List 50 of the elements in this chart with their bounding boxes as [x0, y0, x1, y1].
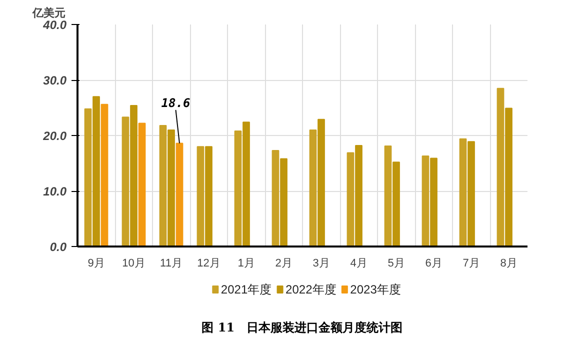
- x-tick-label: 7月: [462, 258, 480, 270]
- x-tick-label: 10月: [122, 258, 146, 270]
- bar: [100, 104, 108, 246]
- legend-label: 2022年度: [286, 282, 336, 296]
- y-tick-label: 10.0: [43, 184, 67, 198]
- bar: [242, 122, 250, 246]
- y-tick-label: 30.0: [43, 74, 67, 88]
- bar: [346, 152, 354, 246]
- annotation: 18.6: [161, 96, 190, 110]
- bar: [138, 122, 146, 246]
- bar: [272, 150, 280, 246]
- bar: [384, 146, 392, 246]
- bar: [468, 141, 475, 246]
- bar: [168, 129, 175, 246]
- bar: [422, 156, 430, 246]
- bar: [176, 142, 184, 246]
- x-tick-label: 5月: [388, 258, 405, 270]
- bar: [122, 116, 130, 246]
- bar: [496, 88, 504, 246]
- bar: [459, 138, 467, 246]
- bar: [309, 129, 317, 246]
- x-tick-label: 8月: [500, 258, 518, 270]
- bar: [430, 158, 438, 246]
- bar: [392, 162, 400, 246]
- x-tick-label: 3月: [312, 258, 330, 270]
- bar: [234, 130, 242, 246]
- bar: [205, 146, 212, 246]
- bar: [280, 158, 288, 246]
- bar: [355, 144, 362, 246]
- bar: [318, 118, 325, 246]
- bar: [196, 146, 204, 246]
- y-axis-title: 亿美元: [32, 6, 66, 20]
- x-tick-label: 2月: [275, 258, 292, 270]
- text: 图 11 日本服装进口金额月度统计图: [202, 320, 403, 334]
- x-tick-label: 12月: [197, 258, 220, 270]
- bar: [92, 96, 100, 246]
- y-tick-label: 0.0: [50, 240, 67, 254]
- x-tick-label: 1月: [238, 258, 255, 270]
- legend-label: 2023年度: [350, 282, 401, 296]
- bar: [159, 125, 167, 246]
- x-tick-label: 6月: [425, 258, 442, 270]
- bar: [84, 108, 92, 246]
- y-tick-label: 20.0: [42, 129, 67, 143]
- x-tick-label: 11月: [160, 258, 182, 270]
- x-tick-label: 4月: [350, 258, 368, 270]
- bar: [130, 105, 138, 246]
- x-tick-label: 9月: [88, 258, 105, 270]
- y-tick-label: 40.0: [42, 18, 67, 32]
- bar: [505, 108, 512, 246]
- legend-label: 2021年度: [220, 282, 272, 296]
